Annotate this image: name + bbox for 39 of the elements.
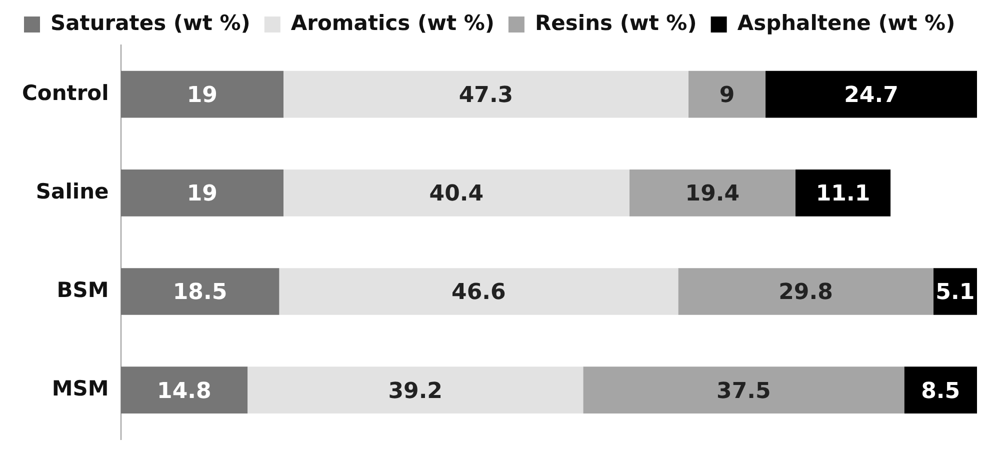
y-tick-label: MSM — [52, 376, 109, 401]
bar — [248, 366, 584, 414]
data-label: 9 — [719, 83, 735, 108]
data-label: 19.4 — [685, 182, 740, 207]
bar — [688, 70, 766, 118]
data-label: 19 — [186, 83, 218, 108]
bar — [120, 169, 284, 216]
data-label: 47.3 — [458, 83, 514, 108]
bar — [904, 366, 977, 414]
bar — [120, 70, 284, 118]
bar — [283, 70, 688, 118]
data-label: 19 — [186, 182, 218, 207]
y-tick-label: Control — [22, 80, 109, 105]
legend-label: Asphaltene (wt %) — [737, 10, 956, 35]
data-label: 5.1 — [936, 280, 975, 306]
bar — [583, 366, 904, 414]
bar — [283, 169, 630, 216]
bar — [766, 70, 977, 118]
legend-label: Saturates (wt %) — [50, 10, 250, 35]
bar — [678, 268, 934, 315]
y-tick-label: Saline — [36, 179, 109, 204]
data-label: 18.5 — [172, 280, 228, 306]
bar — [120, 366, 248, 414]
bar — [279, 268, 678, 315]
data-label: 14.8 — [157, 378, 212, 404]
bar — [795, 169, 891, 216]
bar — [120, 268, 280, 315]
data-label: 8.5 — [921, 378, 960, 404]
legend-label: Aromatics (wt %) — [290, 10, 494, 35]
bar — [629, 169, 796, 216]
data-label: 46.6 — [452, 280, 506, 306]
data-label: 39.2 — [388, 378, 442, 404]
data-label: 29.8 — [778, 280, 833, 306]
legend-label: Resins (wt %) — [534, 10, 697, 35]
data-label: 11.1 — [816, 182, 870, 207]
y-tick-label: BSM — [56, 278, 109, 302]
data-label: 24.7 — [844, 83, 898, 108]
data-label: 40.4 — [429, 182, 484, 207]
data-label: 37.5 — [716, 378, 771, 404]
